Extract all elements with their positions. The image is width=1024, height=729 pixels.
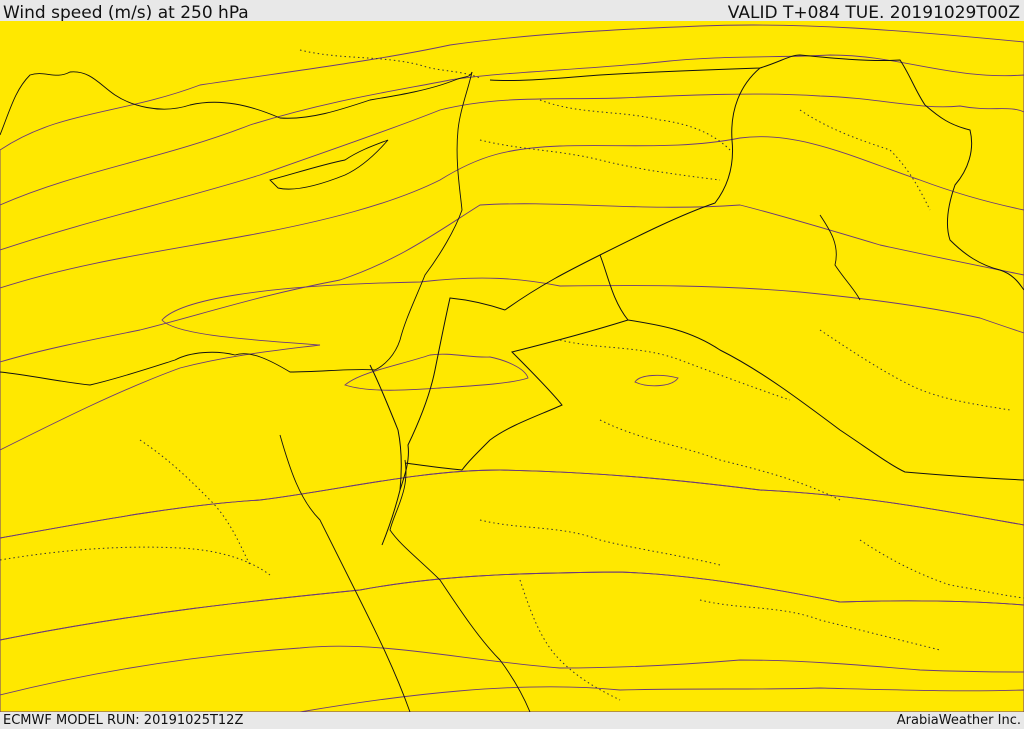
valid-time: VALID T+084 TUE. 20191029T00Z — [727, 3, 1020, 23]
coastline-turkey — [0, 71, 473, 136]
region-line-3 — [479, 139, 721, 181]
map-header: Wind speed (m/s) at 250 hPa VALID T+084 … — [0, 0, 1024, 23]
region-line-5 — [559, 339, 791, 401]
wind-band-4-south — [0, 645, 1024, 712]
wind-band-5-south — [0, 571, 1024, 712]
credit-label: ArabiaWeather Inc. — [896, 713, 1021, 728]
coastline-cyprus — [269, 139, 389, 190]
map-title: Wind speed (m/s) at 250 hPa — [3, 3, 249, 23]
jet-core-west — [344, 353, 529, 391]
coastline-egypt — [0, 351, 376, 386]
region-line-2 — [539, 99, 731, 151]
border-egypt-israel — [369, 364, 402, 546]
coastline-gulf — [819, 214, 861, 301]
wind-band-5 — [0, 136, 1024, 712]
region-line-4 — [799, 109, 931, 211]
region-line-6 — [599, 419, 841, 501]
coastline-red-sea-east — [389, 459, 531, 712]
coastline-levant — [374, 71, 473, 371]
jet-core-east — [634, 374, 679, 387]
coastline-red-sea — [279, 434, 411, 712]
region-line-7 — [479, 519, 721, 566]
map-footer: ECMWF MODEL RUN: 20191025T12Z ArabiaWeat… — [0, 712, 1024, 729]
wind-band-2 — [0, 24, 1024, 712]
model-run-label: ECMWF MODEL RUN: 20191025T12Z — [3, 713, 244, 728]
border-jordan — [399, 297, 506, 491]
region-line-9 — [699, 599, 941, 651]
region-line-13 — [819, 329, 1011, 411]
wind-speed-map — [0, 21, 1024, 712]
wind-band-6 — [0, 203, 1024, 712]
border-syria-turkey — [489, 54, 1024, 291]
region-line-8 — [519, 579, 621, 701]
wind-band-3 — [0, 54, 1024, 712]
wind-band-3-south — [299, 686, 1024, 712]
wind-band-1 — [0, 21, 1024, 712]
border-iraq-syria — [504, 67, 761, 311]
region-line-11 — [0, 546, 271, 576]
map-canvas — [0, 21, 1024, 712]
border-iraq-saudi — [627, 319, 1024, 481]
wind-band-4 — [0, 93, 1024, 712]
